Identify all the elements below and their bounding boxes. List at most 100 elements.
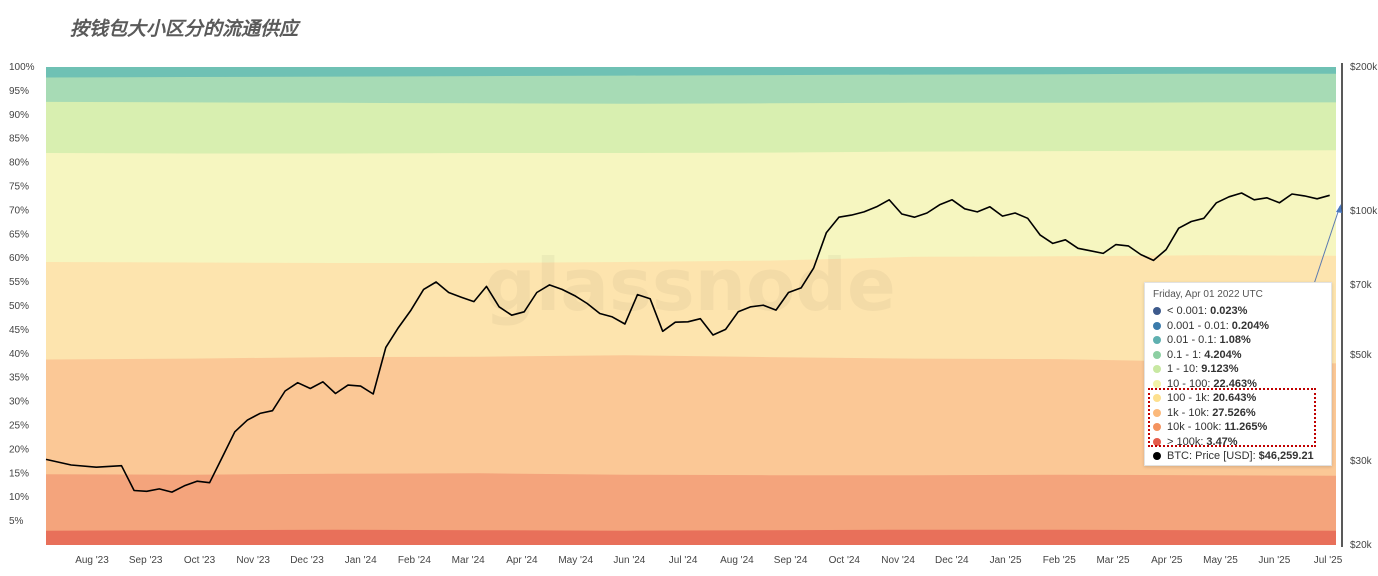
legend-dot-icon [1153,379,1161,388]
tooltip-row-value: 1.08% [1219,334,1251,347]
x-tick-label: Oct '23 [184,555,216,566]
tooltip-row: 100 - 1k: 20.643% [1153,391,1323,406]
legend-dot-icon [1153,336,1161,345]
tooltip-row-value: 20.643% [1212,392,1257,405]
y-left-tick-label: 30% [9,397,29,408]
tooltip-row-label: 1k - 10k: [1167,406,1210,419]
tooltip-row: 0.1 - 1: 4.204% [1153,348,1323,363]
tooltip-row-label: 1 - 10: [1167,363,1199,376]
y-left-tick-label: 60% [9,253,29,264]
tooltip-row-value: 9.123% [1201,363,1239,376]
tooltip-row: 0.001 - 0.01: 0.204% [1153,319,1323,334]
tooltip-row: < 0.001: 0.023% [1153,304,1323,319]
tooltip-row-label: 10k - 100k: [1167,421,1222,434]
y-left-tick-label: 75% [9,182,29,193]
x-tick-label: Sep '24 [774,555,808,566]
x-tick-label: Nov '23 [236,555,270,566]
tooltip-row: BTC: Price [USD]: $46,259.21 [1153,449,1323,464]
y-left-tick-label: 20% [9,444,29,455]
y-left-tick-label: 25% [9,421,29,432]
x-tick-label: Aug '24 [720,555,754,566]
x-tick-label: Mar '25 [1096,555,1129,566]
tooltip-row: 10 - 100: 22.463% [1153,377,1323,392]
tooltip-row-label: < 0.001: [1167,305,1208,318]
x-tick-label: May '25 [1203,555,1238,566]
y-left-tick-label: 50% [9,301,29,312]
watermark: glassnode [484,243,896,327]
x-tick-label: Oct '24 [829,555,861,566]
x-tick-label: Apr '25 [1151,555,1183,566]
x-tick-label: Nov '24 [881,555,915,566]
x-axis: Aug '23 Sep '23 Oct '23 Nov '23 Dec '23 Jan '… [75,555,1343,566]
tooltip-panel: Friday, Apr 01 2022 UTC < 0.001: 0.023% 0… [1144,282,1332,466]
y-left-tick-label: 5% [9,516,24,527]
tooltip-row-label: 0.001 - 0.01: [1167,319,1229,332]
y-left-tick-label: 90% [9,110,29,121]
y-left-tick-label: 55% [9,277,29,288]
tooltip-row-value: 4.204% [1204,348,1242,361]
legend-dot-icon [1153,321,1161,330]
x-tick-label: Jan '25 [990,555,1022,566]
legend-dot-icon [1153,408,1161,417]
tooltip-row: 10k - 100k: 11.265% [1153,420,1323,435]
tooltip-row: 1 - 10: 9.123% [1153,362,1323,377]
y-left-tick-label: 40% [9,349,29,360]
tooltip-date: Friday, Apr 01 2022 UTC [1153,289,1263,300]
x-tick-label: Apr '24 [506,555,538,566]
tooltip-row-value: 0.204% [1231,319,1270,332]
chart-title: 按钱包大小区分的流通供应 [70,18,299,40]
y-left-tick-label: 85% [9,134,29,145]
bands-layer [46,67,1336,546]
tooltip-row-label: 0.01 - 0.1: [1167,334,1217,347]
x-tick-label: Feb '24 [398,555,431,566]
y-left-tick-label: 65% [9,229,29,240]
y-right-tick-label: $200k [1350,62,1378,73]
y-left-tick-label: 80% [9,158,29,169]
band-10k-100k [46,473,1336,545]
legend-dot-icon [1153,350,1161,359]
right-axis: $20k $30k $50k $70k $100k $200k [1341,62,1378,551]
x-tick-label: Jan '24 [345,555,377,566]
legend-dot-icon [1153,365,1161,374]
y-left-tick-label: 95% [9,86,29,97]
tooltip-row: 0.01 - 0.1: 1.08% [1153,333,1323,348]
tooltip-pointer-line [1311,205,1341,291]
tooltip-row-label: 100 - 1k: [1167,392,1210,405]
y-left-tick-label: 10% [9,492,29,503]
y-right-tick-label: $100k [1350,206,1378,217]
x-tick-label: Dec '23 [290,555,324,566]
legend-dot-icon [1153,423,1161,432]
y-right-tick-label: $50k [1350,350,1373,361]
y-right-tick-label: $20k [1350,540,1373,551]
y-right-tick-label: $30k [1350,456,1373,467]
y-left-tick-label: 100% [9,62,35,73]
tooltip-row: 1k - 10k: 27.526% [1153,406,1323,421]
btc-price-line [45,192,1330,493]
tooltip-row-value: 27.526% [1212,406,1256,419]
y-left-tick-label: 45% [9,325,29,336]
y-left-tick-label: 70% [9,205,29,216]
band-100k [46,529,1336,545]
tooltip-row-value: 11.265% [1224,421,1268,434]
y-right-tick-label: $70k [1350,280,1373,291]
tooltip-row-label: > 100k: [1167,435,1204,448]
x-tick-label: May '24 [558,555,593,566]
tooltip-arrow-icon [1336,204,1342,213]
x-tick-label: Aug '23 [75,555,109,566]
tooltip-rows: < 0.001: 0.023% 0.001 - 0.01: 0.204% 0.01 … [1153,304,1323,464]
x-tick-label: Jul '25 [1314,555,1343,566]
tooltip-row-value: 0.023% [1210,305,1248,318]
x-tick-label: Mar '24 [452,555,485,566]
left-axis: 5% 10% 15% 20% 25% 30% 35% 40% 45% 50% 55% 60% 65% 70… [9,62,35,527]
tooltip-row-label: BTC: Price [USD]: [1167,450,1256,463]
x-tick-label: Jun '24 [613,555,645,566]
legend-dot-icon [1153,394,1161,403]
x-tick-label: Jun '25 [1258,555,1290,566]
tooltip-row-label: 0.1 - 1: [1167,348,1202,361]
price-layer [45,192,1330,493]
x-tick-label: Dec '24 [935,555,969,566]
tooltip-row-value: 22.463% [1213,377,1257,390]
tooltip-row-value: $46,259.21 [1258,450,1314,463]
legend-dot-icon [1153,307,1161,316]
